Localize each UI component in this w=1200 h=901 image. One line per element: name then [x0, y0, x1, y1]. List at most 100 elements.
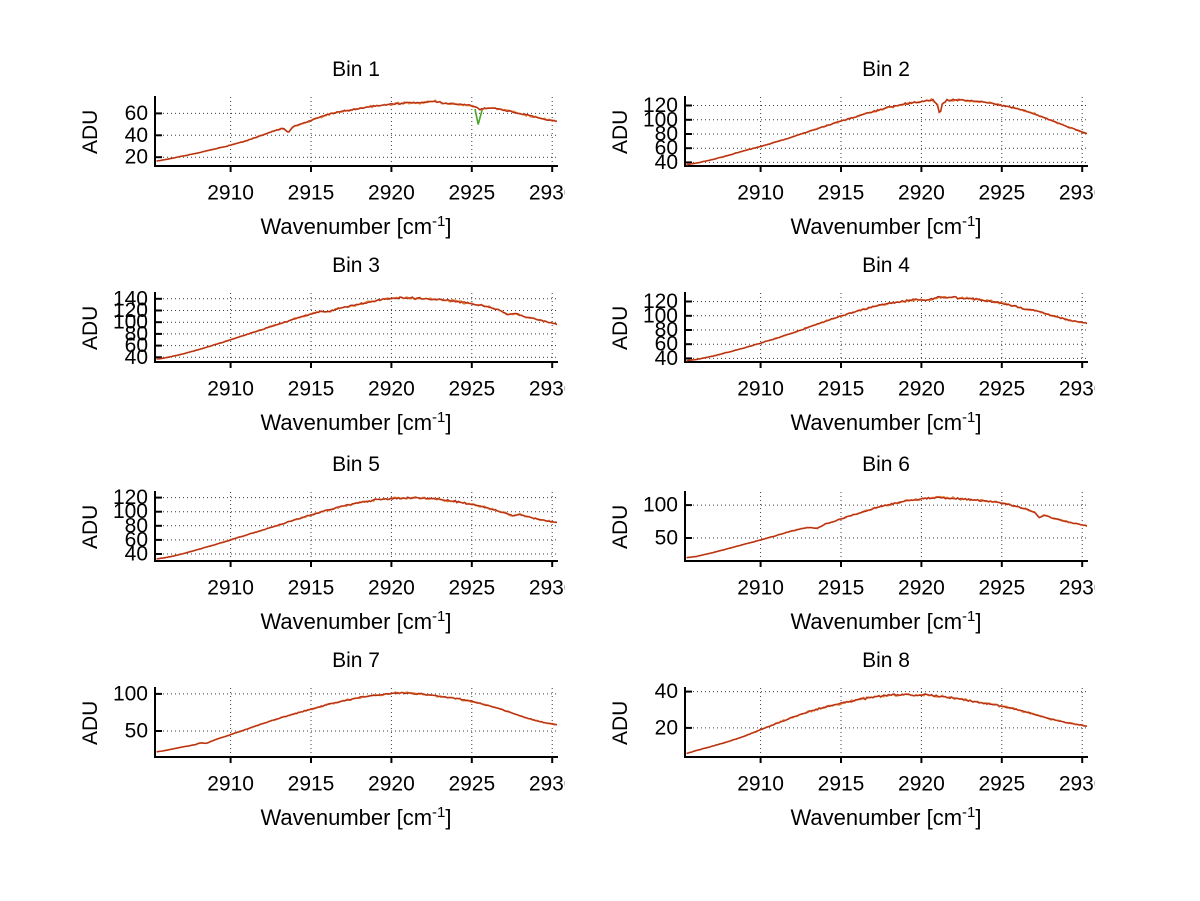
svg-text:2925: 2925	[978, 773, 1025, 796]
svg-text:2910: 2910	[207, 182, 254, 205]
subplot-title: Bin 2	[862, 58, 910, 81]
x-axis-label-close: ]	[445, 805, 452, 830]
svg-text:60: 60	[125, 528, 148, 551]
x-axis-label-close: ]	[445, 410, 452, 435]
svg-text:2910: 2910	[207, 577, 254, 600]
svg-text:60: 60	[125, 102, 148, 125]
svg-text:2930: 2930	[1059, 773, 1095, 796]
svg-text:120: 120	[113, 299, 148, 322]
x-axis-label-close: ]	[975, 214, 982, 239]
x-axis-label-text: Wavenumber [cm	[260, 609, 433, 634]
subplot-bin-4: Bin 4 ADU 291029152920292529304060801001…	[595, 248, 1095, 440]
svg-text:2915: 2915	[288, 182, 335, 205]
svg-text:20: 20	[655, 716, 678, 739]
svg-text:2915: 2915	[288, 378, 335, 401]
x-axis-label-close: ]	[975, 805, 982, 830]
subplot-bin-3: Bin 3 ADU 291029152920292529304060801001…	[65, 248, 565, 440]
svg-text:2930: 2930	[529, 182, 565, 205]
svg-text:2920: 2920	[368, 378, 415, 401]
svg-text:2910: 2910	[207, 773, 254, 796]
svg-text:2920: 2920	[368, 577, 415, 600]
subplot-bin-7: Bin 7 ADU 2910291529202925293050100 Wave…	[65, 643, 565, 835]
subplot-title: Bin 5	[332, 453, 380, 476]
svg-text:60: 60	[125, 334, 148, 357]
svg-text:2925: 2925	[448, 577, 495, 600]
subplot-title: Bin 7	[332, 649, 380, 672]
x-axis-label-sup: -1	[432, 804, 446, 821]
subplot-title: Bin 1	[332, 58, 380, 81]
x-axis-label-close: ]	[445, 214, 452, 239]
svg-text:80: 80	[655, 123, 678, 146]
bin-8-canvas: 2910 2915 2920 2925 2930 20 40	[655, 680, 1095, 796]
svg-text:2920: 2920	[898, 182, 945, 205]
subplot-title: Bin 8	[862, 649, 910, 672]
x-axis-label-sup: -1	[962, 213, 976, 230]
subplot-bin-2: Bin 2 ADU 291029152920292529304060801001…	[595, 52, 1095, 244]
svg-text:2925: 2925	[448, 182, 495, 205]
x-axis-label-close: ]	[445, 609, 452, 634]
svg-text:80: 80	[125, 322, 148, 345]
x-axis-label-text: Wavenumber [cm	[260, 214, 433, 239]
x-axis-label-text: Wavenumber [cm	[790, 609, 963, 634]
svg-text:120: 120	[113, 486, 148, 509]
x-axis-label: Wavenumber [cm-1]	[685, 409, 1087, 439]
x-axis-label-close: ]	[975, 609, 982, 634]
x-axis-label-close: ]	[975, 410, 982, 435]
svg-text:2925: 2925	[978, 378, 1025, 401]
svg-text:2925: 2925	[978, 182, 1025, 205]
svg-text:60: 60	[655, 333, 678, 356]
svg-text:40: 40	[655, 347, 678, 370]
subplot-title: Bin 6	[862, 453, 910, 476]
x-axis-label: Wavenumber [cm-1]	[685, 213, 1087, 243]
svg-text:2930: 2930	[1059, 182, 1095, 205]
svg-text:2930: 2930	[1059, 378, 1095, 401]
svg-text:80: 80	[125, 514, 148, 537]
x-axis-label-sup: -1	[962, 409, 976, 426]
svg-text:2930: 2930	[1059, 577, 1095, 600]
svg-text:2925: 2925	[448, 773, 495, 796]
x-axis-label: Wavenumber [cm-1]	[155, 608, 557, 638]
svg-text:60: 60	[655, 137, 678, 160]
svg-text:2915: 2915	[818, 577, 865, 600]
svg-text:2920: 2920	[898, 773, 945, 796]
subplot-bin-1: Bin 1 ADU 29102915292029252930204060 Wav…	[65, 52, 565, 244]
svg-text:50: 50	[125, 720, 148, 743]
svg-text:2925: 2925	[978, 577, 1025, 600]
x-axis-label-sup: -1	[432, 409, 446, 426]
svg-text:2930: 2930	[529, 378, 565, 401]
x-axis-label-text: Wavenumber [cm	[790, 410, 963, 435]
svg-text:20: 20	[125, 146, 148, 169]
svg-text:2930: 2930	[529, 773, 565, 796]
svg-text:2920: 2920	[368, 182, 415, 205]
x-axis-label: Wavenumber [cm-1]	[155, 213, 557, 243]
svg-text:2910: 2910	[737, 182, 784, 205]
svg-text:2915: 2915	[288, 577, 335, 600]
x-axis-label: Wavenumber [cm-1]	[685, 608, 1087, 638]
bin-7-canvas: 2910 2915 2920 2925 2930 50 100	[113, 682, 565, 796]
svg-text:2915: 2915	[288, 773, 335, 796]
svg-text:40: 40	[125, 124, 148, 147]
svg-text:2920: 2920	[368, 773, 415, 796]
svg-text:40: 40	[125, 543, 148, 566]
svg-text:2915: 2915	[818, 182, 865, 205]
x-axis-label-sup: -1	[432, 213, 446, 230]
subplot-bin-5: Bin 5 ADU 291029152920292529304060801001…	[65, 447, 565, 639]
subplot-title: Bin 3	[332, 254, 380, 277]
x-axis-label-sup: -1	[962, 804, 976, 821]
svg-text:2925: 2925	[448, 378, 495, 401]
subplot-bin-8: Bin 8 ADU 291029152920292529302040 Waven…	[595, 643, 1095, 835]
svg-text:100: 100	[113, 682, 148, 705]
svg-text:2910: 2910	[737, 577, 784, 600]
svg-text:40: 40	[655, 151, 678, 174]
subplot-title: Bin 4	[862, 254, 910, 277]
svg-text:40: 40	[655, 680, 678, 703]
x-axis-label-sup: -1	[432, 608, 446, 625]
svg-text:2930: 2930	[529, 577, 565, 600]
x-axis-label-text: Wavenumber [cm	[260, 410, 433, 435]
svg-text:100: 100	[113, 311, 148, 334]
